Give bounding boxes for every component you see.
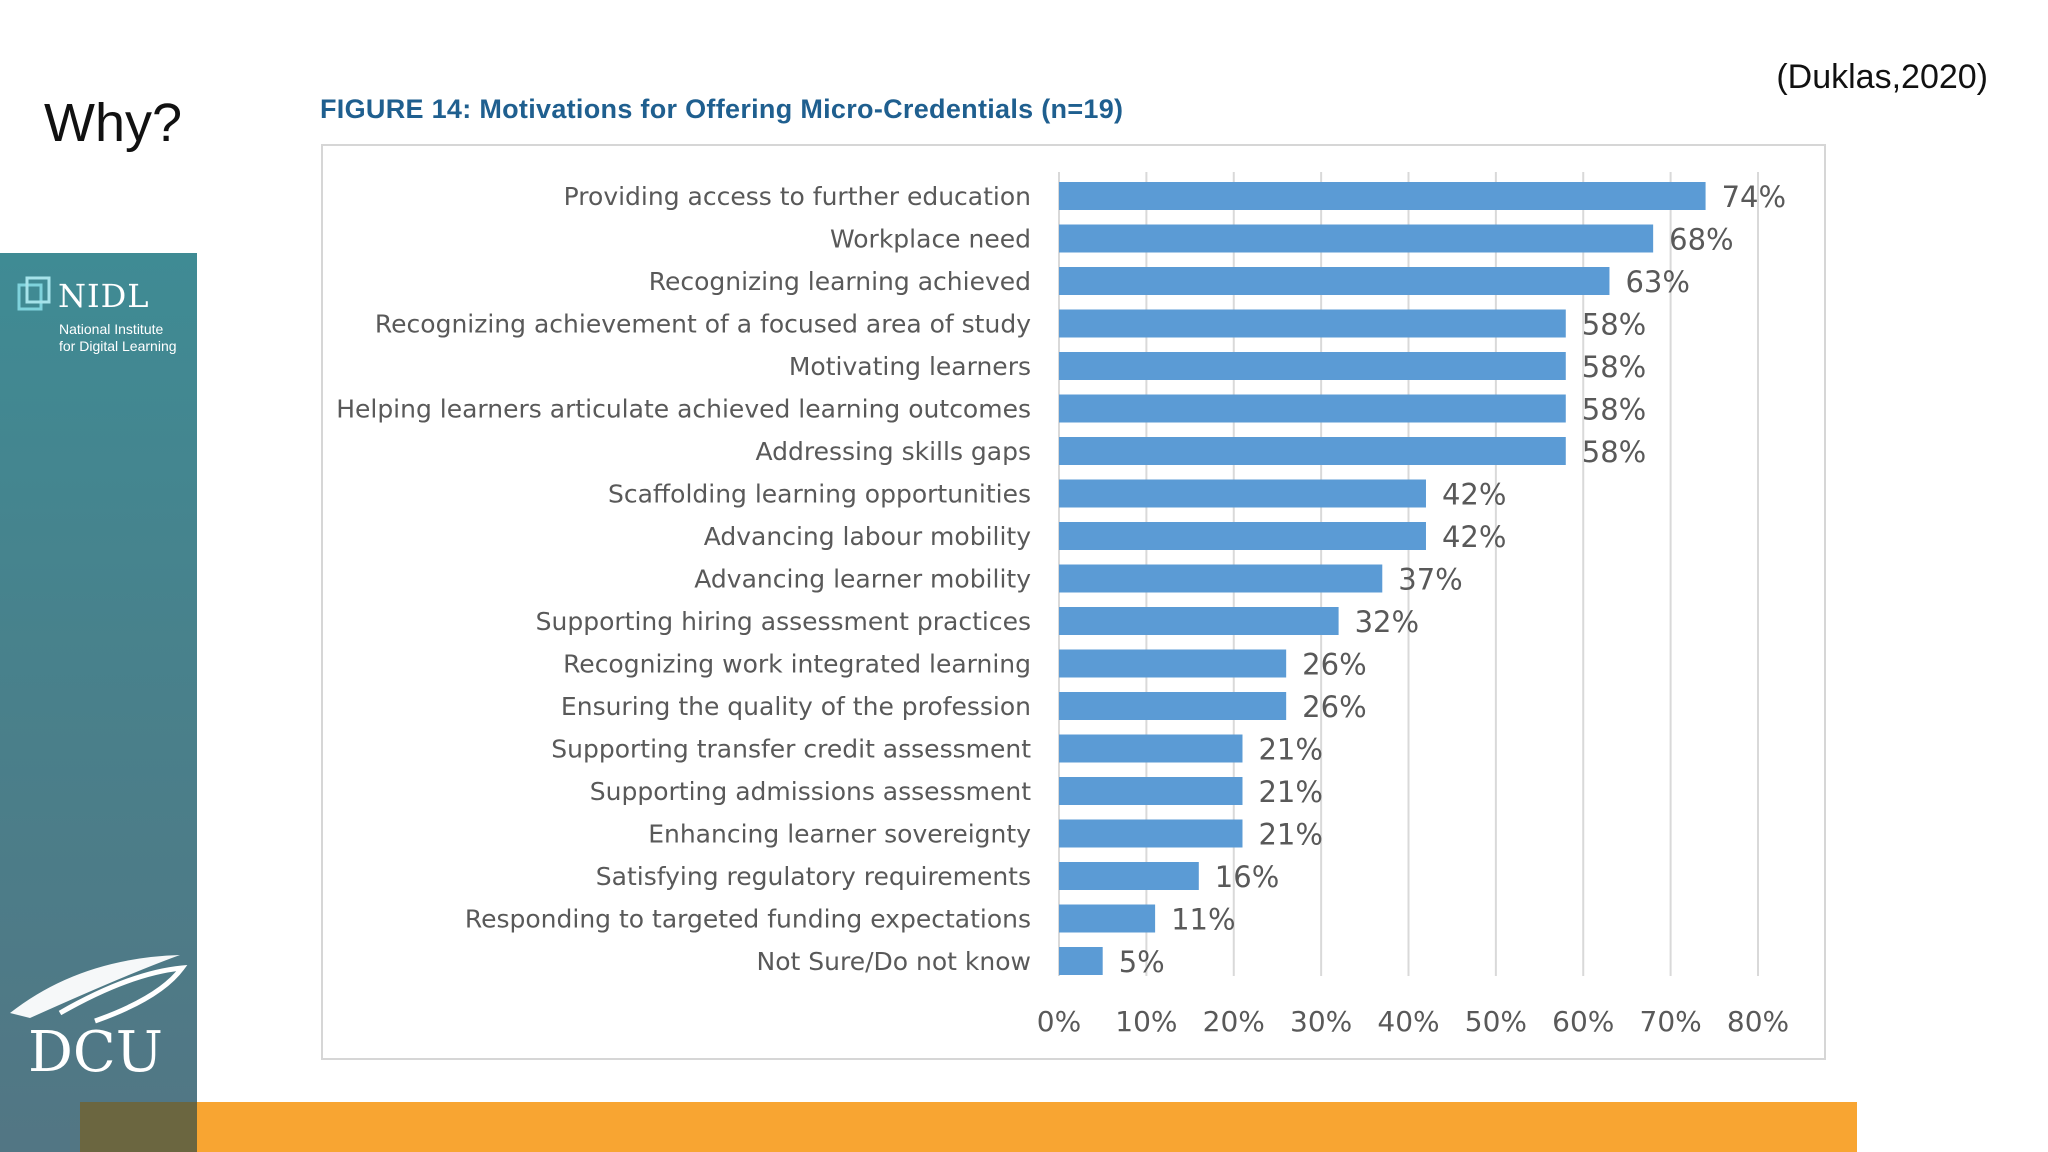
nidl-subtitle-line1: National Institute [59,321,164,337]
slide-title: Why? [44,93,183,153]
x-tick-label: 50% [1465,1005,1527,1038]
value-label: 11% [1171,903,1235,937]
value-label: 58% [1582,393,1646,427]
nidl-name: NIDL [58,277,150,315]
category-labels: Providing access to further education Wor… [336,182,1031,976]
nidl-logo-icon [17,276,51,311]
value-label: 16% [1215,860,1279,894]
value-label: 42% [1442,520,1506,554]
bar-chart: Providing access to further education Wor… [336,172,1789,1038]
x-tick-label: 60% [1552,1005,1614,1038]
category-label: Recognizing learning achieved [649,267,1031,296]
footer-accent-bar [197,1102,1857,1152]
category-label: Workplace need [830,225,1031,254]
value-label: 68% [1669,223,1733,257]
value-label: 21% [1258,818,1322,852]
figure-title: FIGURE 14: Motivations for Offering Micr… [320,94,1124,124]
bar [1059,862,1199,890]
bar [1059,564,1383,593]
category-label: Responding to targeted funding expectati… [465,905,1031,934]
category-label: Supporting transfer credit assessment [551,735,1031,764]
nidl-subtitle-line2: for Digital Learning [59,338,177,354]
bar [1059,352,1566,380]
x-tick-label: 40% [1377,1005,1439,1038]
value-label: 5% [1119,945,1165,979]
category-label: Supporting admissions assessment [590,777,1031,806]
value-label: 58% [1582,350,1646,384]
bar [1059,649,1287,678]
category-label: Providing access to further education [564,182,1031,211]
bar [1059,224,1654,253]
chart-frame: Providing access to further education Wor… [321,144,1826,1060]
x-tick-label: 0% [1037,1005,1081,1038]
bar [1059,904,1156,933]
footer-dark-block [80,1102,197,1152]
nidl-subtitle: National Institute for Digital Learning [59,321,209,355]
x-axis-ticks: 0% 10% 20% 30% 40% 50% 60% 70% 80% [1037,1005,1789,1038]
value-label: 26% [1302,648,1366,682]
bar [1059,819,1243,848]
category-label: Satisfying regulatory requirements [596,862,1031,891]
bar [1059,607,1339,635]
x-tick-label: 10% [1115,1005,1177,1038]
category-label: Advancing learner mobility [694,565,1031,594]
bar [1059,692,1287,720]
bar [1059,267,1610,295]
x-tick-label: 70% [1640,1005,1702,1038]
bar [1059,437,1566,465]
value-label: 37% [1398,563,1462,597]
sidebar-panel: NIDL National Institute for Digital Lear… [0,253,197,1152]
x-tick-label: 30% [1290,1005,1352,1038]
citation: (Duklas,2020) [1776,58,1988,96]
value-label: 26% [1302,690,1366,724]
dcu-logo-text: DCU [28,1020,163,1083]
category-label: Motivating learners [789,352,1031,381]
x-tick-label: 80% [1727,1005,1789,1038]
bar [1059,734,1243,763]
category-label: Recognizing achievement of a focused are… [375,310,1031,339]
bars [1059,182,1706,975]
category-label: Addressing skills gaps [755,437,1031,466]
x-tick-label: 20% [1203,1005,1265,1038]
value-labels: 74% 68% 63% 58% 58% 58% 58% 42% 42% 37% 32% 26% 26% 2… [1119,180,1786,979]
value-label: 21% [1258,733,1322,767]
value-label: 42% [1442,478,1506,512]
bar [1059,777,1243,805]
bar [1059,479,1426,508]
category-label: Scaffolding learning opportunities [608,480,1031,509]
category-label: Recognizing work integrated learning [563,650,1031,679]
bar [1059,394,1566,423]
value-label: 32% [1355,605,1419,639]
bar [1059,522,1426,550]
dcu-logo: DCU [10,955,188,1083]
bar [1059,309,1566,338]
value-label: 74% [1722,180,1786,214]
category-label: Not Sure/Do not know [757,947,1031,976]
value-label: 58% [1582,308,1646,342]
category-label: Enhancing learner sovereignty [648,820,1031,849]
bar [1059,947,1103,975]
value-label: 58% [1582,435,1646,469]
value-label: 21% [1258,775,1322,809]
bar [1059,182,1706,210]
category-label: Helping learners articulate achieved lea… [336,395,1031,424]
value-label: 63% [1625,265,1689,299]
category-label: Supporting hiring assessment practices [536,607,1031,636]
category-label: Advancing labour mobility [704,522,1032,551]
category-label: Ensuring the quality of the profession [561,692,1031,721]
